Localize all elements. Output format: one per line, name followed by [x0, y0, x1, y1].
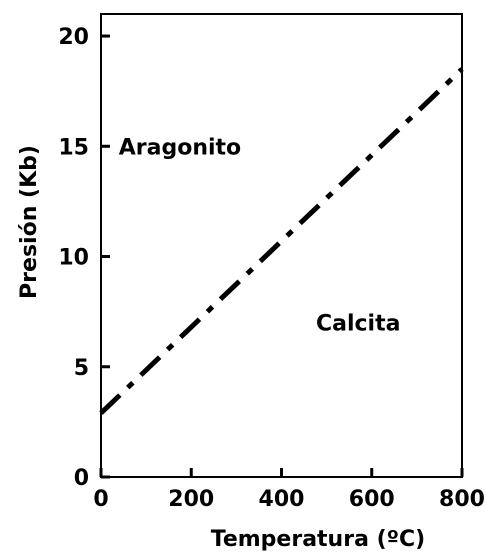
y-axis-title: Presión (Kb) [17, 145, 42, 299]
y-axis-ticks: 0 5 10 15 20 [58, 25, 110, 491]
annotations-layer: Aragonito Calcita [119, 135, 401, 336]
y-tick-label: 20 [58, 25, 89, 50]
phase-boundary-line [99, 67, 464, 415]
region-label: Calcita [316, 312, 400, 337]
x-tick-label: 800 [439, 487, 485, 512]
x-axis-title: Temperatura (ºC) [211, 527, 426, 552]
y-tick-label: 10 [58, 246, 89, 271]
x-tick-label: 0 [93, 487, 108, 512]
y-tick-label: 15 [58, 135, 89, 160]
x-tick-label: 200 [168, 487, 214, 512]
region-label: Aragonito [119, 135, 241, 160]
series-layer [99, 67, 464, 415]
y-tick-label: 0 [74, 466, 89, 491]
plot-border [100, 13, 463, 478]
y-tick-label: 5 [74, 356, 89, 381]
x-tick-label: 600 [349, 487, 395, 512]
x-tick-label: 400 [259, 487, 305, 512]
plot-frame [100, 13, 463, 478]
x-axis-ticks: 0 200 400 600 800 [93, 468, 485, 512]
